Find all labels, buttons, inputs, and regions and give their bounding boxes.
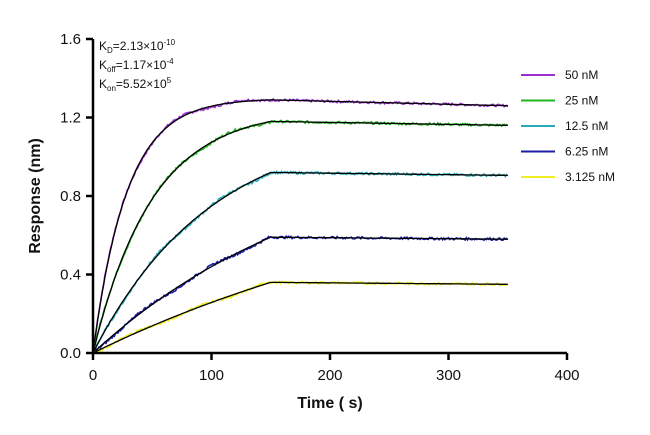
y-tick-label: 0.4 [60, 267, 81, 284]
series-line-50-nM [92, 97, 509, 354]
kd-annotation: KD=2.13×10-10 [99, 38, 176, 55]
x-tick-label: 300 [436, 367, 461, 384]
legend-label: 6.25 nM [565, 145, 608, 159]
series-line-3-125-nM [92, 280, 509, 354]
koff-annotation: Koff=1.17×10-4 [99, 57, 174, 74]
series-line-25-nM [92, 119, 509, 354]
x-tick-label: 0 [89, 367, 97, 384]
x-tick-label: 400 [554, 367, 579, 384]
y-axis-label: Response (nm) [27, 138, 44, 254]
y-tick-label: 1.2 [60, 110, 81, 127]
fit-line-3-125-nM [92, 281, 508, 354]
legend: 50 nM 25 nM 12.5 nM 6.25 nM 3.125 nM [521, 68, 615, 184]
x-tick-label: 100 [199, 367, 224, 384]
y-tick-label: 1.6 [60, 31, 81, 48]
legend-label: 25 nM [565, 94, 598, 108]
fit-line-50-nM [92, 99, 508, 354]
legend-label: 12.5 nM [565, 119, 608, 133]
legend-label: 3.125 nM [565, 170, 615, 184]
axes: 0 100 200 300 400 0.0 0.4 0.8 1.2 1.6 [60, 31, 579, 384]
x-tick-label: 200 [317, 367, 342, 384]
legend-label: 50 nM [565, 68, 598, 82]
y-tick-label: 0.8 [60, 188, 81, 205]
fit-line-12-5-nM [92, 171, 508, 354]
curves [92, 97, 509, 354]
fit-line-25-nM [92, 120, 508, 354]
kon-annotation: Kon=5.52×105 [99, 76, 172, 93]
kinetic-annotations: KD=2.13×10-10 Koff=1.17×10-4 Kon=5.52×10… [99, 38, 176, 93]
x-axis-label: Time ( s) [297, 395, 363, 412]
y-tick-label: 0.0 [60, 345, 81, 362]
fit-line-6-25-nM [92, 236, 508, 354]
series-line-6-25-nM [92, 234, 509, 354]
